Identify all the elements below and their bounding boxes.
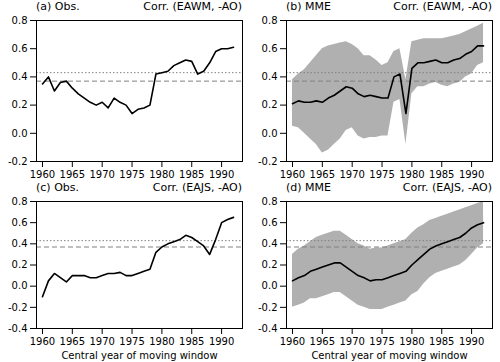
html-text:Corr. (EAWM, -AO): Corr. (EAWM, -AO) — [143, 0, 242, 13]
svg-text:0.6: 0.6 — [262, 43, 278, 54]
svg-text:0.2: 0.2 — [262, 99, 278, 110]
svg-text:0.4: 0.4 — [12, 238, 28, 249]
svg-text:0.8: 0.8 — [262, 196, 278, 207]
svg-text:0.6: 0.6 — [12, 217, 28, 228]
svg-text:-0.2: -0.2 — [258, 302, 278, 313]
svg-text:1980: 1980 — [399, 169, 424, 180]
svg-text:1970: 1970 — [89, 336, 114, 347]
svg-text:0.8: 0.8 — [12, 15, 28, 26]
svg-text:Central year of moving window: Central year of moving window — [61, 350, 217, 361]
svg-text:-0.2: -0.2 — [258, 156, 278, 167]
svg-text:0.0: 0.0 — [12, 280, 28, 291]
svg-text:1965: 1965 — [310, 169, 335, 180]
html-text:(c) Obs.: (c) Obs. — [36, 181, 79, 194]
svg-text:0.2: 0.2 — [12, 99, 28, 110]
svg-text:1960: 1960 — [30, 169, 55, 180]
svg-text:1975: 1975 — [119, 169, 144, 180]
svg-text:1960: 1960 — [280, 169, 305, 180]
svg-text:0.4: 0.4 — [262, 238, 278, 249]
html-text:(d) MME: (d) MME — [286, 181, 331, 194]
svg-text:-0.2: -0.2 — [8, 156, 28, 167]
svg-text:1985: 1985 — [429, 169, 454, 180]
svg-text:1975: 1975 — [369, 336, 394, 347]
svg-text:1980: 1980 — [399, 336, 424, 347]
svg-text:1985: 1985 — [179, 336, 204, 347]
svg-text:1970: 1970 — [339, 336, 364, 347]
svg-text:1965: 1965 — [310, 336, 335, 347]
svg-text:0.2: 0.2 — [262, 259, 278, 270]
svg-text:1970: 1970 — [339, 169, 364, 180]
svg-text:1975: 1975 — [369, 169, 394, 180]
svg-text:1985: 1985 — [179, 169, 204, 180]
svg-text:-0.4: -0.4 — [8, 323, 28, 334]
svg-text:1960: 1960 — [30, 336, 55, 347]
svg-text:-0.2: -0.2 — [8, 302, 28, 313]
html-text:Corr. (EAJS, -AO): Corr. (EAJS, -AO) — [402, 181, 492, 194]
svg-text:1970: 1970 — [89, 169, 114, 180]
svg-text:1965: 1965 — [60, 169, 85, 180]
svg-text:0.8: 0.8 — [262, 15, 278, 26]
svg-text:0.8: 0.8 — [12, 196, 28, 207]
svg-text:-0.4: -0.4 — [258, 323, 278, 334]
svg-text:0.4: 0.4 — [12, 71, 28, 82]
svg-text:1985: 1985 — [429, 336, 454, 347]
svg-text:0.2: 0.2 — [12, 259, 28, 270]
svg-text:Central year of moving window: Central year of moving window — [311, 350, 467, 361]
svg-text:1980: 1980 — [149, 169, 174, 180]
svg-text:1990: 1990 — [459, 336, 484, 347]
svg-text:1975: 1975 — [119, 336, 144, 347]
svg-text:1990: 1990 — [209, 336, 234, 347]
svg-text:1980: 1980 — [149, 336, 174, 347]
html-text:Corr. (EAJS, -AO): Corr. (EAJS, -AO) — [152, 181, 242, 194]
svg-text:1960: 1960 — [280, 336, 305, 347]
svg-text:0.0: 0.0 — [262, 280, 278, 291]
svg-text:0.4: 0.4 — [262, 71, 278, 82]
svg-text:0.0: 0.0 — [262, 128, 278, 139]
svg-text:1965: 1965 — [60, 336, 85, 347]
svg-text:0.6: 0.6 — [12, 43, 28, 54]
svg-text:0.0: 0.0 — [12, 128, 28, 139]
html-text:(b) MME: (b) MME — [286, 0, 331, 13]
html-text:Corr. (EAWM, -AO): Corr. (EAWM, -AO) — [393, 0, 492, 13]
html-text:(a) Obs.: (a) Obs. — [36, 0, 80, 13]
svg-text:1990: 1990 — [459, 169, 484, 180]
svg-text:0.6: 0.6 — [262, 217, 278, 228]
svg-text:1990: 1990 — [209, 169, 234, 180]
